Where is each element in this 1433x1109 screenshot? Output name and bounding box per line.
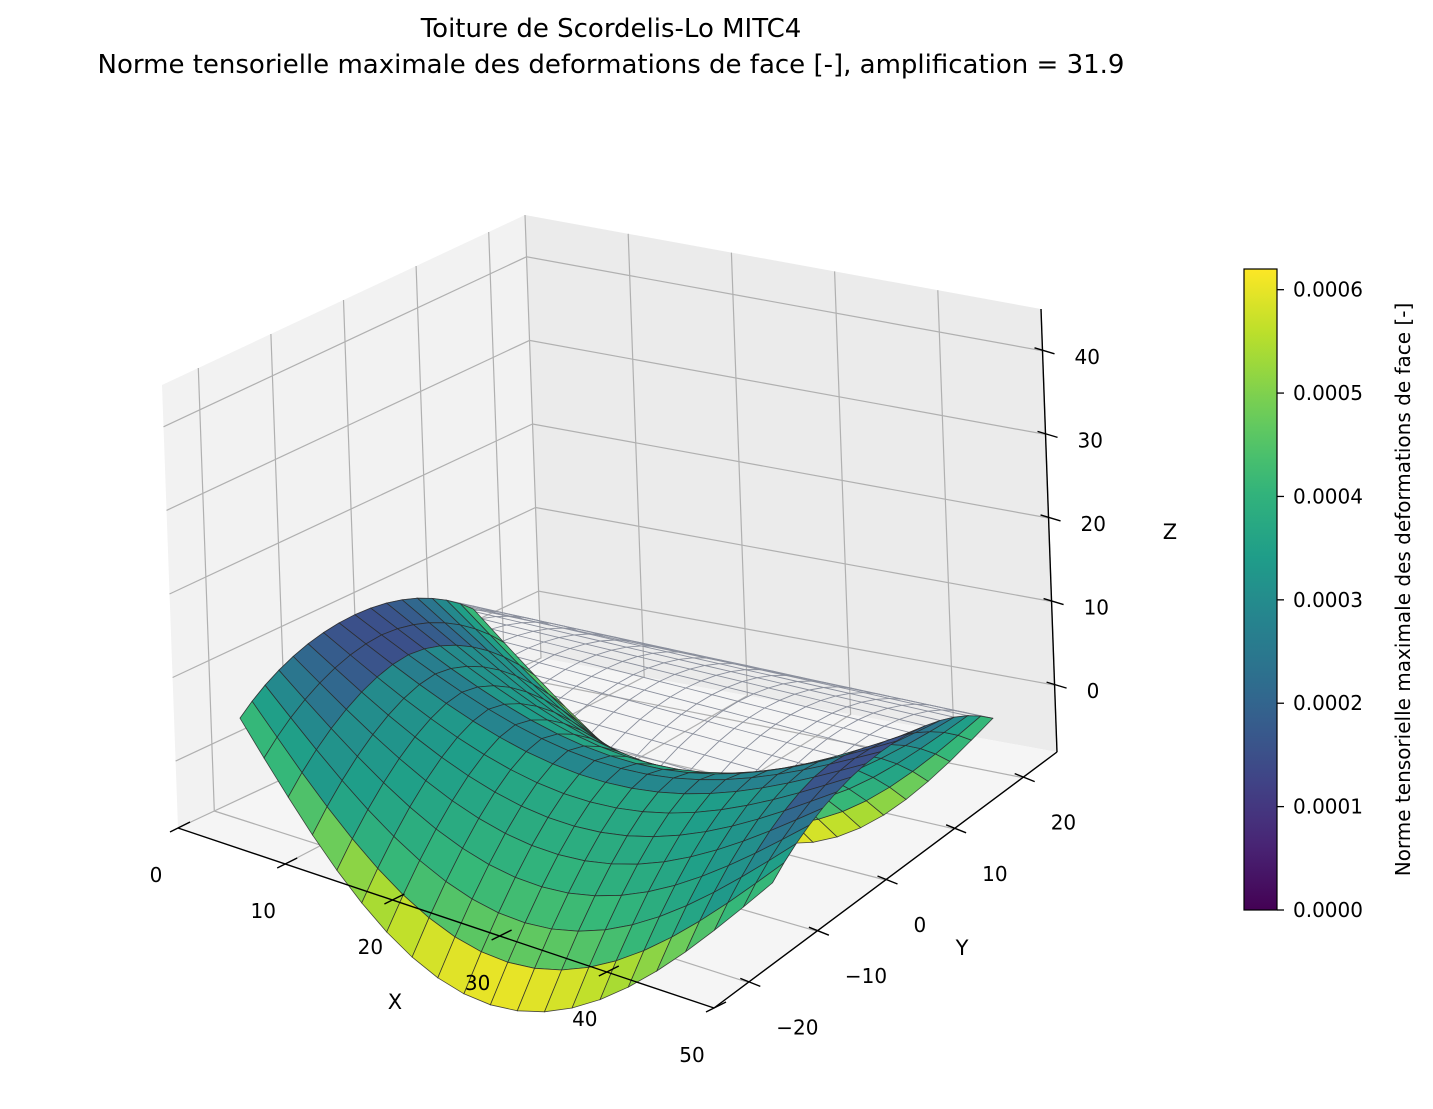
colorbar-tick-label: 0.0005	[1293, 381, 1363, 405]
y-tick	[740, 977, 761, 988]
y-tick	[945, 824, 967, 834]
x-tick	[384, 893, 405, 905]
x-axis-line	[177, 827, 715, 1009]
z-axis-line	[1040, 308, 1058, 753]
x-tick	[705, 1001, 727, 1013]
colorbar-tick-label: 0.0000	[1293, 898, 1363, 922]
chart-subtitle: Norme tensorielle maximale des deformati…	[97, 50, 1125, 80]
colorbar-tick-label: 0.0004	[1293, 484, 1363, 508]
colorbar-tick-label: 0.0003	[1293, 588, 1363, 612]
y-tick	[877, 875, 898, 885]
z-tick-label: 20	[1081, 512, 1106, 536]
x-axis-label: X	[388, 990, 402, 1014]
grid-line-z	[166, 339, 1046, 511]
z-tick	[1037, 430, 1058, 439]
z-tick	[1043, 597, 1064, 606]
x-tick	[169, 821, 191, 833]
colorbar-tick-label: 0.0006	[1293, 278, 1363, 302]
y-tick	[1014, 772, 1035, 783]
z-axis-label: Z	[1163, 520, 1177, 544]
deformed-surface	[239, 597, 994, 1013]
z-tick-label: 10	[1084, 596, 1109, 620]
y-tick-label: −10	[845, 964, 887, 988]
colorbar-label: Norme tensorielle maximale des deformati…	[1391, 303, 1415, 877]
x-tick-label: 50	[679, 1043, 704, 1067]
x-tick-label: 30	[465, 971, 490, 995]
x-tick-label: 40	[572, 1007, 597, 1031]
y-tick-label: −20	[776, 1015, 818, 1039]
x-tick-label: 10	[250, 899, 275, 923]
y-axis-line	[713, 751, 1058, 1009]
z-tick-label: 30	[1078, 428, 1103, 452]
z-tick	[1046, 681, 1067, 689]
z-tick-label: 0	[1087, 679, 1100, 703]
colorbar-tick-label: 0.0002	[1293, 691, 1363, 715]
y-tick-label: 20	[1051, 811, 1076, 835]
x-tick-label: 20	[358, 935, 383, 959]
colorbar-tick-label: 0.0001	[1293, 795, 1363, 819]
pane-xz	[525, 215, 1057, 752]
y-tick	[808, 926, 830, 936]
grid-line-z	[163, 256, 1043, 428]
z-tick-label: 40	[1075, 345, 1100, 369]
x-tick	[276, 857, 298, 869]
z-tick	[1040, 514, 1061, 522]
x-tick	[598, 965, 620, 977]
grid-line-z	[172, 506, 1052, 679]
colorbar	[1243, 268, 1278, 911]
y-axis-label: Y	[955, 936, 969, 960]
chart-title: Toiture de Scordelis-Lo MITC4	[420, 14, 802, 44]
x-tick	[491, 929, 512, 941]
y-tick-label: 10	[982, 862, 1007, 886]
surface-cell	[743, 862, 785, 908]
z-tick	[1034, 347, 1055, 355]
y-tick-label: 0	[914, 913, 927, 937]
x-tick-label: 0	[150, 863, 163, 887]
grid-line-z	[169, 423, 1049, 595]
